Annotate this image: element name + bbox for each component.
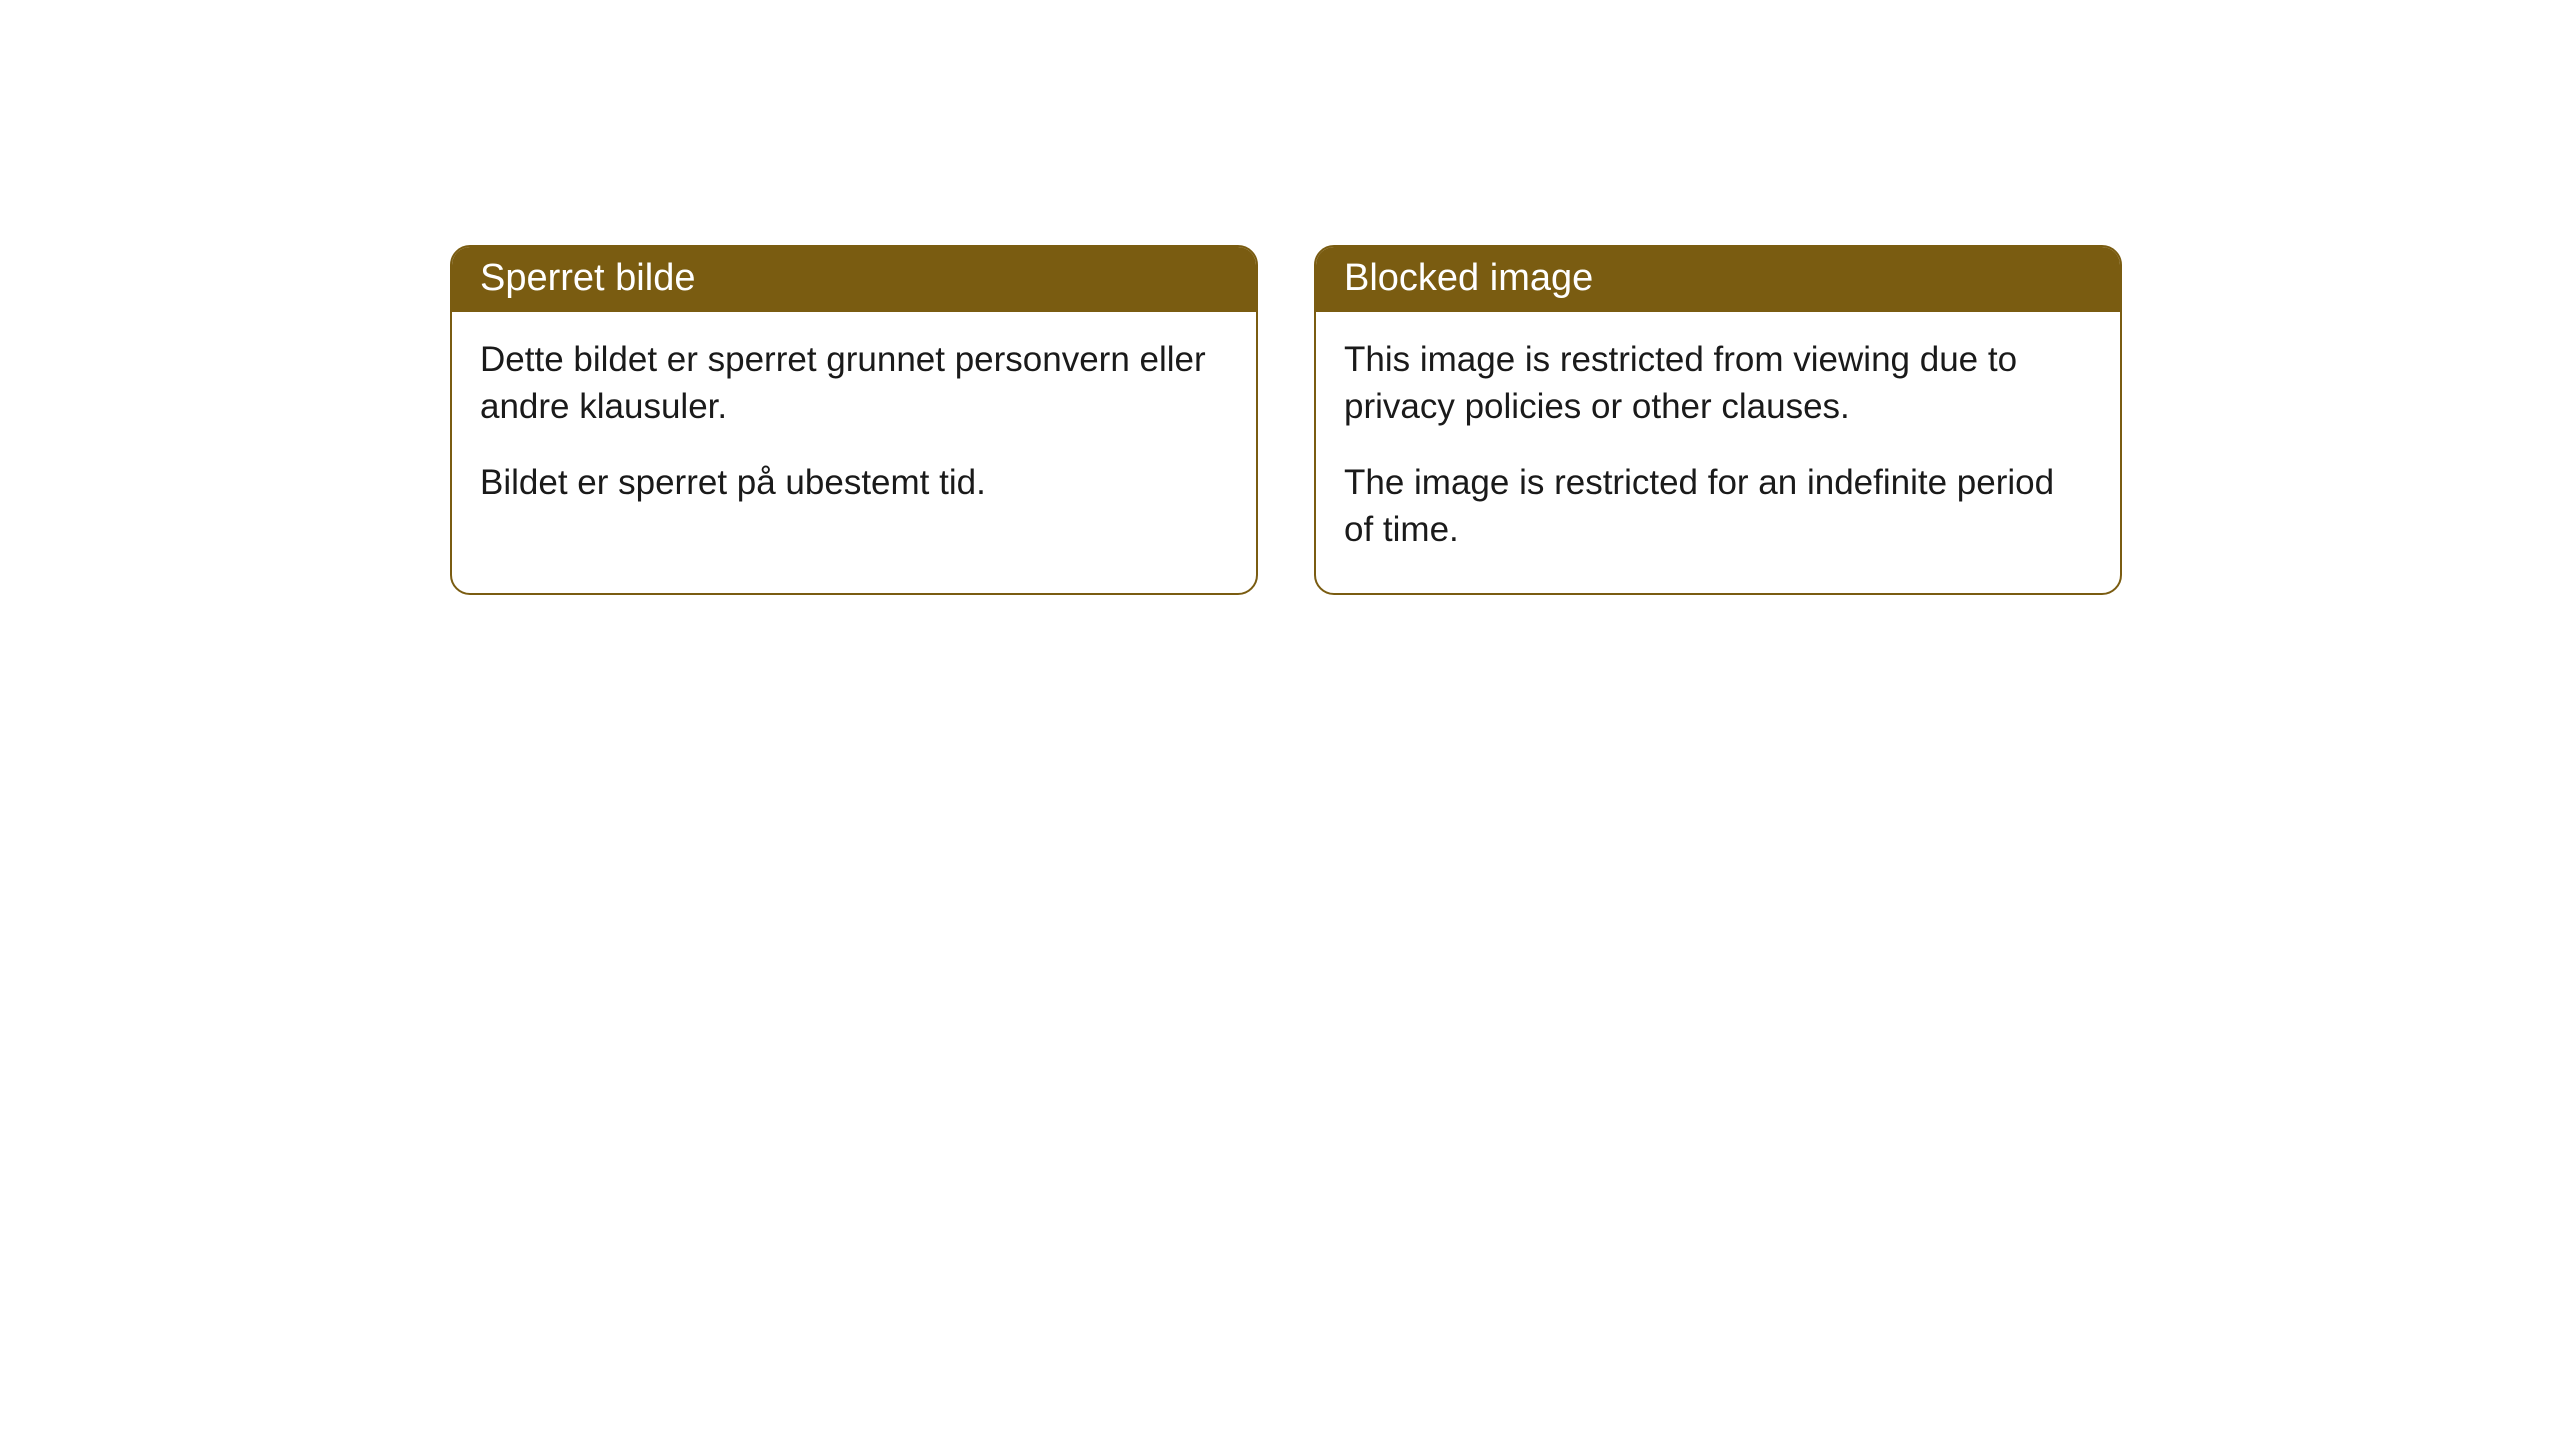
- card-para2: Bildet er sperret på ubestemt tid.: [480, 459, 1228, 506]
- card-para1: This image is restricted from viewing du…: [1344, 336, 2092, 431]
- card-para1: Dette bildet er sperret grunnet personve…: [480, 336, 1228, 431]
- card-title: Sperret bilde: [480, 257, 695, 299]
- card-header-norwegian: Sperret bilde: [452, 247, 1256, 312]
- card-norwegian: Sperret bilde Dette bildet er sperret gr…: [450, 245, 1258, 595]
- card-english: Blocked image This image is restricted f…: [1314, 245, 2122, 595]
- blocked-image-cards: Sperret bilde Dette bildet er sperret gr…: [450, 245, 2122, 595]
- card-title: Blocked image: [1344, 257, 1593, 299]
- card-header-english: Blocked image: [1316, 247, 2120, 312]
- card-body-english: This image is restricted from viewing du…: [1316, 312, 2120, 593]
- card-body-norwegian: Dette bildet er sperret grunnet personve…: [452, 312, 1256, 546]
- card-para2: The image is restricted for an indefinit…: [1344, 459, 2092, 554]
